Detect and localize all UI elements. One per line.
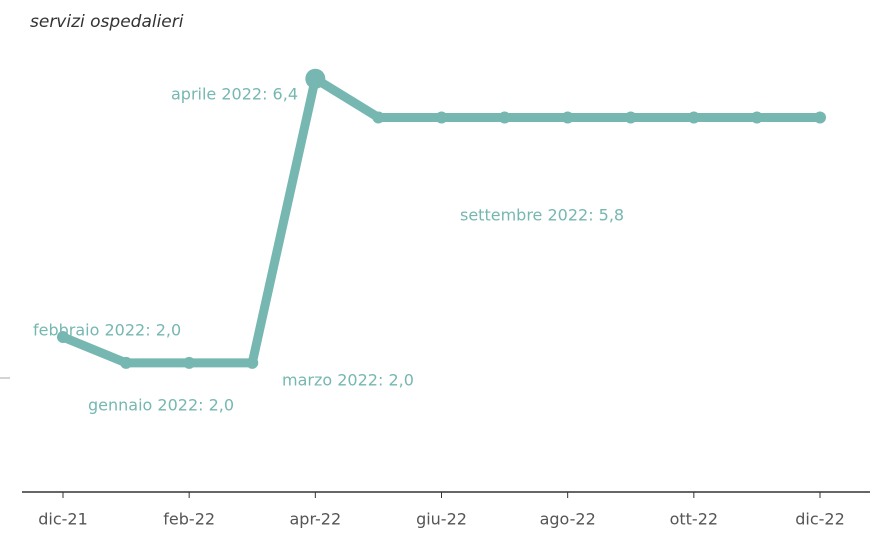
point — [246, 356, 259, 369]
x-tick-label: giu-22 — [416, 510, 467, 529]
annotation: gennaio 2022: 2,0 — [88, 396, 234, 415]
annotation: aprile 2022: 6,4 — [171, 85, 298, 104]
point — [120, 356, 133, 369]
annotation: marzo 2022: 2,0 — [282, 371, 414, 390]
point — [57, 331, 69, 344]
x-tick-label: ago-22 — [540, 510, 596, 529]
x-tick-label: feb-22 — [163, 510, 215, 529]
chart-title: servizi ospedalieri — [30, 12, 184, 32]
annotation: febbraio 2022: 2,0 — [33, 321, 181, 340]
x-tick-label: dic-21 — [38, 510, 88, 529]
x-tick-label: dic-22 — [795, 510, 845, 529]
point — [305, 68, 326, 89]
annotation: settembre 2022: 5,8 — [460, 206, 624, 225]
x-tick-label: ott-22 — [670, 510, 718, 529]
point — [435, 111, 448, 124]
x-tick-label: apr-22 — [290, 510, 342, 529]
point — [498, 111, 511, 124]
point — [183, 356, 196, 369]
point — [687, 111, 700, 124]
point — [624, 111, 637, 124]
point — [814, 111, 826, 124]
point — [372, 111, 385, 124]
point — [750, 111, 763, 124]
point — [561, 111, 574, 124]
